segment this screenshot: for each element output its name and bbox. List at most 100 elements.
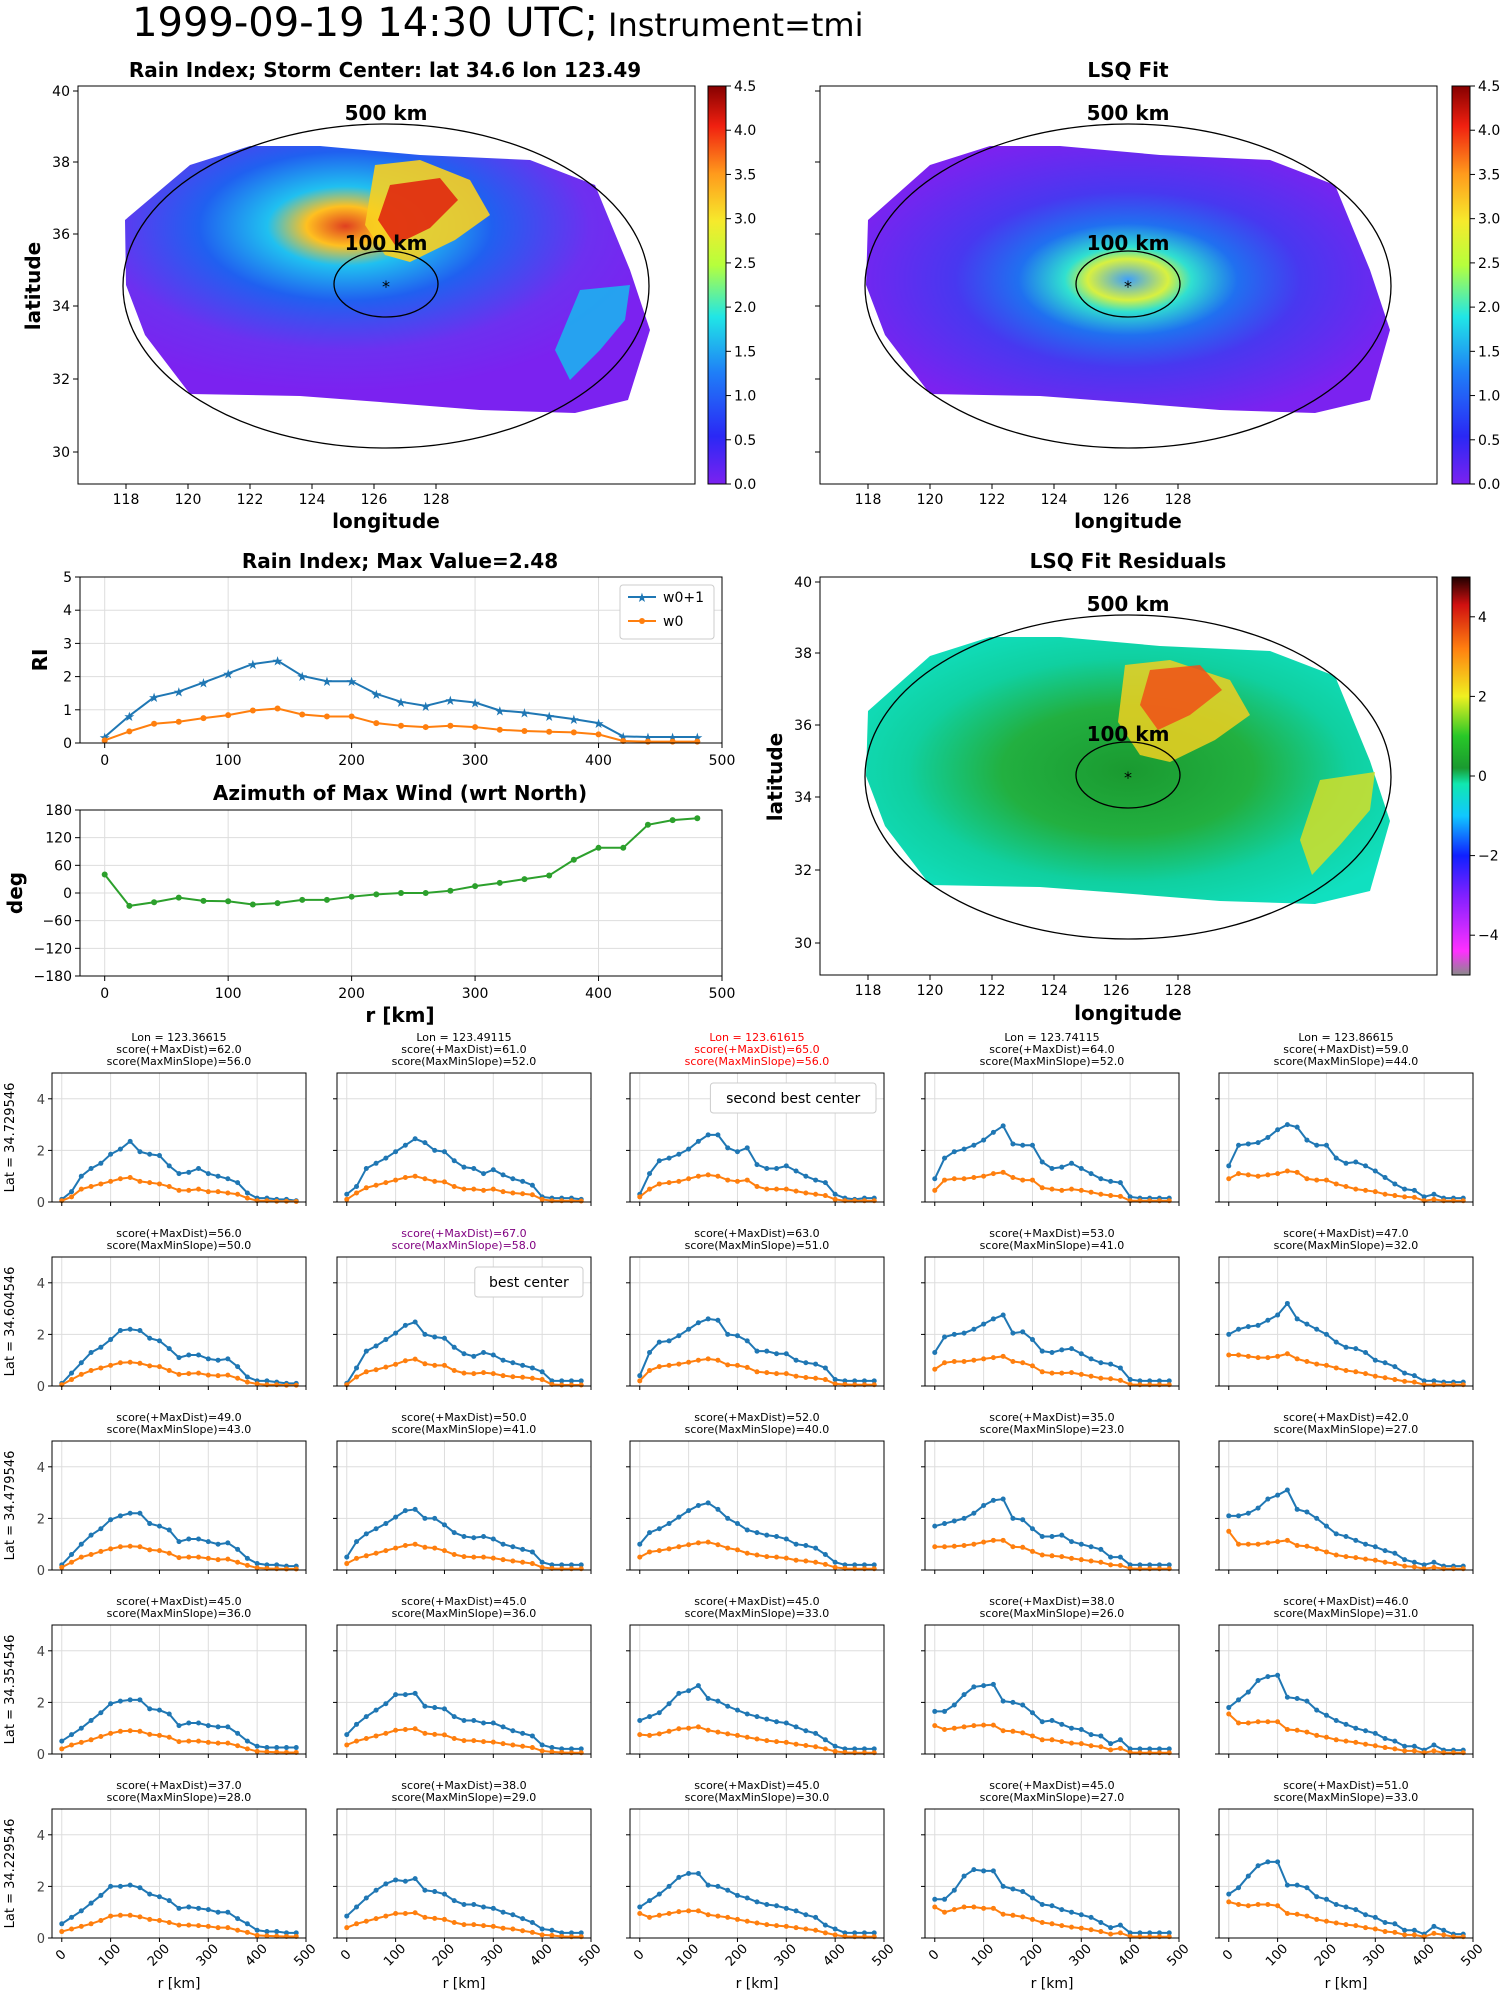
data-point bbox=[78, 1554, 84, 1560]
data-point bbox=[59, 1921, 65, 1927]
center-search-grid: Lat = 34.729546score(MaxMinSlope)=56.0sc… bbox=[3, 1031, 1487, 1992]
panel-score-slope: score(MaxMinSlope)=40.0 bbox=[685, 1423, 830, 1436]
x-tick-label: 400 bbox=[821, 1941, 849, 1969]
data-point bbox=[529, 1733, 535, 1739]
data-point bbox=[393, 1877, 399, 1883]
data-point bbox=[254, 1565, 260, 1571]
data-point bbox=[1411, 1743, 1417, 1749]
data-point bbox=[186, 1904, 192, 1910]
data-point bbox=[98, 1181, 104, 1187]
ring-500km bbox=[122, 123, 650, 449]
data-point bbox=[694, 738, 701, 745]
data-point bbox=[1049, 1737, 1055, 1743]
data-point bbox=[971, 1867, 977, 1873]
data-point bbox=[472, 883, 479, 890]
data-point bbox=[481, 1370, 487, 1376]
data-point bbox=[686, 1146, 692, 1152]
y-tick-label: 2 bbox=[37, 1328, 45, 1343]
data-point bbox=[1039, 1185, 1045, 1191]
data-point bbox=[147, 1731, 153, 1737]
data-point bbox=[961, 1873, 967, 1879]
data-point bbox=[402, 1542, 408, 1548]
panel: score(MaxMinSlope)=52.0score(+MaxDist)=6… bbox=[921, 1031, 1180, 1206]
data-point bbox=[971, 1684, 977, 1690]
data-point bbox=[520, 1178, 526, 1184]
data-point bbox=[471, 1717, 477, 1723]
data-point bbox=[422, 890, 429, 896]
data-point bbox=[1284, 1351, 1290, 1357]
data-point bbox=[1431, 1930, 1437, 1936]
data-point bbox=[539, 1377, 545, 1383]
panel-score-slope: score(MaxMinSlope)=30.0 bbox=[685, 1791, 830, 1804]
data-point bbox=[1059, 1370, 1065, 1376]
data-point bbox=[500, 1541, 506, 1547]
data-point bbox=[734, 1707, 740, 1713]
tick: 126 bbox=[361, 492, 388, 508]
data-point bbox=[412, 1319, 418, 1325]
data-point bbox=[108, 1178, 114, 1184]
data-point bbox=[481, 1923, 487, 1929]
data-point bbox=[1010, 1174, 1016, 1180]
data-point bbox=[932, 1349, 938, 1355]
data-point bbox=[1284, 1300, 1290, 1306]
data-point bbox=[393, 1149, 399, 1155]
data-point bbox=[861, 1562, 867, 1568]
data-point bbox=[568, 1930, 574, 1936]
data-point bbox=[127, 1138, 133, 1144]
data-point bbox=[1078, 1541, 1084, 1547]
data-point bbox=[932, 1708, 938, 1714]
data-point bbox=[637, 1732, 643, 1738]
data-point bbox=[1000, 1537, 1006, 1543]
data-point bbox=[98, 1160, 104, 1166]
data-point bbox=[59, 1738, 65, 1744]
data-point bbox=[1392, 1550, 1398, 1556]
data-point bbox=[88, 1900, 94, 1906]
data-point bbox=[127, 1510, 133, 1516]
x-tick-label: 500 bbox=[1164, 1941, 1192, 1969]
data-point bbox=[942, 1155, 948, 1161]
data-point bbox=[244, 1374, 250, 1380]
data-point bbox=[205, 1356, 211, 1362]
data-point bbox=[951, 1702, 957, 1708]
data-point bbox=[205, 1372, 211, 1378]
data-point bbox=[293, 1382, 299, 1388]
data-point bbox=[127, 1882, 133, 1888]
data-point bbox=[225, 1356, 231, 1362]
data-point bbox=[932, 1723, 938, 1729]
data-point bbox=[951, 1331, 957, 1337]
data-point bbox=[363, 1895, 369, 1901]
data-point bbox=[549, 1927, 555, 1933]
data-point bbox=[1363, 1349, 1369, 1355]
data-point bbox=[1255, 1355, 1261, 1361]
data-point bbox=[283, 1566, 289, 1572]
data-point bbox=[69, 1370, 75, 1376]
data-point bbox=[783, 1555, 789, 1561]
data-point bbox=[734, 1732, 740, 1738]
data-point bbox=[1039, 1369, 1045, 1375]
data-point bbox=[1039, 1737, 1045, 1743]
panel-score-maxdist: score(+MaxDist)=63.0 bbox=[694, 1227, 819, 1240]
data-point bbox=[283, 1198, 289, 1204]
data-point bbox=[1020, 1177, 1026, 1183]
data-point: ★ bbox=[198, 677, 210, 692]
data-point bbox=[822, 1377, 828, 1383]
data-point bbox=[441, 1732, 447, 1738]
data-point bbox=[1255, 1505, 1261, 1511]
data-point bbox=[156, 1894, 162, 1900]
data-point bbox=[147, 1363, 153, 1369]
data-point bbox=[774, 1739, 780, 1745]
panel-frame bbox=[336, 1256, 592, 1387]
data-point bbox=[1411, 1559, 1417, 1565]
data-point bbox=[1039, 1552, 1045, 1558]
data-point bbox=[471, 1901, 477, 1907]
data-point bbox=[529, 1192, 535, 1198]
panel-score-slope: score(MaxMinSlope)=44.0 bbox=[1274, 1055, 1419, 1068]
data-point bbox=[1166, 1746, 1172, 1752]
data-point bbox=[1029, 1548, 1035, 1554]
y-tick-label: 4 bbox=[37, 1461, 45, 1476]
data-point bbox=[383, 1337, 389, 1343]
data-point bbox=[383, 1548, 389, 1554]
data-point bbox=[734, 1149, 740, 1155]
data-point bbox=[78, 1371, 84, 1377]
data-point bbox=[686, 1508, 692, 1514]
